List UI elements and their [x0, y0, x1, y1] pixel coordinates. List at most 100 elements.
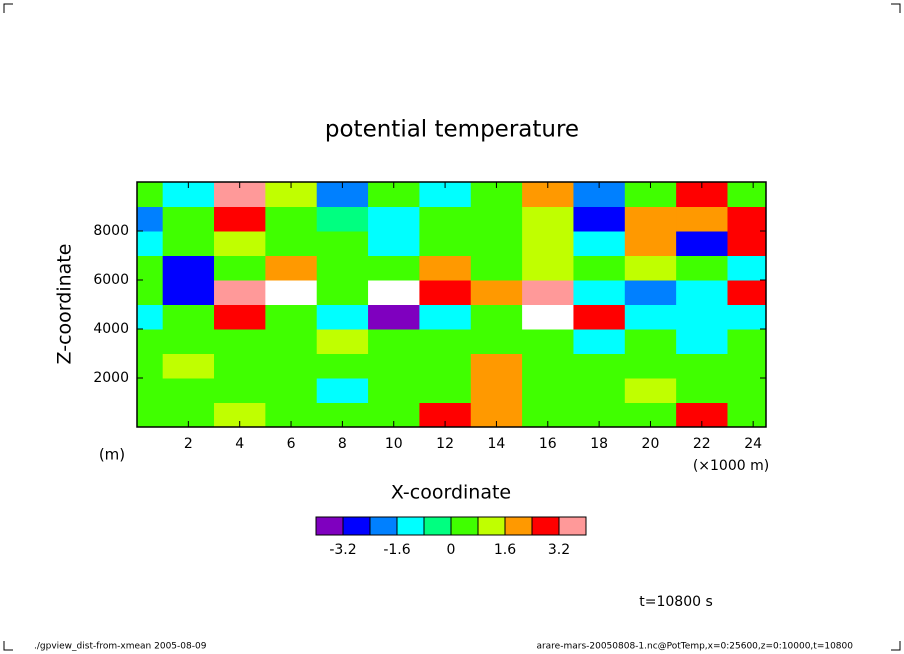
contour-cell	[624, 353, 677, 379]
field	[137, 182, 767, 428]
x-tick-label: 12	[436, 436, 454, 452]
contour-cell	[162, 280, 215, 305]
contour-cell	[214, 206, 266, 232]
x-tick-label: 6	[287, 436, 296, 452]
plot-frame	[136, 181, 767, 428]
contour-cell	[676, 280, 728, 305]
contour-cell	[419, 280, 472, 305]
contour-cell	[137, 255, 164, 281]
contour-cell	[137, 329, 164, 354]
contour-cell	[624, 329, 677, 354]
contour-cell	[316, 206, 369, 232]
contour-cell	[470, 206, 523, 232]
contour-cell	[162, 231, 215, 256]
contour-cell	[214, 255, 266, 281]
contour-cell	[522, 280, 574, 305]
contour-cell	[265, 280, 318, 305]
contour-cell	[265, 353, 318, 379]
contour-cell	[676, 255, 728, 281]
contour-cell	[573, 329, 626, 354]
contour-cell	[522, 378, 574, 403]
contour-cell	[573, 206, 626, 232]
contour-cell	[316, 329, 369, 354]
contour-cell	[368, 378, 420, 403]
contour-cell	[470, 304, 523, 330]
contour-cell	[573, 280, 626, 305]
y-axis-unit: (m)	[99, 446, 125, 464]
contour-cell	[573, 255, 626, 281]
contour-cell	[265, 304, 318, 330]
contour-cell	[522, 206, 574, 232]
contour-cell	[316, 255, 369, 281]
contour-cell	[214, 329, 266, 354]
contour-cell	[137, 280, 164, 305]
x-tick-label: 20	[642, 436, 660, 452]
x-tick-label: 14	[488, 436, 506, 452]
footer-left: ./gpview_dist-from-xmean 2005-08-09	[34, 642, 207, 652]
contour-cell	[419, 378, 472, 403]
colorbar-tick-label: 1.6	[494, 542, 516, 558]
contour-cell	[137, 206, 164, 232]
contour-cell	[419, 206, 472, 232]
contour-cell	[368, 329, 420, 354]
contour-cell	[265, 231, 318, 256]
colorbar-tick-label: 0	[447, 542, 456, 558]
contour-cell	[137, 182, 164, 207]
contour-cell	[265, 329, 318, 354]
contour-cell	[368, 304, 420, 330]
contour-cell	[419, 231, 472, 256]
x-axis-unit: (×1000 m)	[693, 458, 769, 474]
y-tick-label: 8000	[93, 223, 129, 239]
contour-cell	[624, 231, 677, 256]
colorbar-tick-label: 3.2	[548, 542, 570, 558]
contour-cell	[265, 206, 318, 232]
contour-cell	[522, 304, 574, 330]
chart-title: potential temperature	[325, 117, 579, 143]
contour-cell	[676, 304, 728, 330]
y-tick-label: 4000	[93, 321, 129, 337]
contour-cell	[265, 255, 318, 281]
contour-cell	[137, 353, 164, 379]
contour-cell	[162, 378, 215, 403]
contour-cell	[214, 231, 266, 256]
contour-cell	[137, 402, 164, 428]
contour-cell	[522, 255, 574, 281]
y-axis-title: Z-coordinate	[54, 244, 76, 365]
x-tick-label: 18	[590, 436, 608, 452]
contour-cell	[162, 304, 215, 330]
colorbar-box	[477, 516, 506, 536]
contour-cell	[419, 255, 472, 281]
contour-cell	[727, 280, 767, 305]
colorbar-box	[531, 516, 560, 536]
contour-cell	[368, 255, 420, 281]
contour-cell	[419, 353, 472, 379]
contour-cell	[316, 353, 369, 379]
colorbar-box	[423, 516, 452, 536]
contour-cell	[137, 231, 164, 256]
time-label: t=10800 s	[639, 594, 713, 610]
colorbar-box	[504, 516, 533, 536]
contour-cell	[162, 255, 215, 281]
x-tick-label: 4	[235, 436, 244, 452]
contour-cell	[368, 280, 420, 305]
colorbar-box	[558, 516, 587, 536]
contour-cell	[624, 280, 677, 305]
colorbar-box	[369, 516, 398, 536]
contour-cell	[162, 353, 215, 379]
contour-cell	[522, 353, 574, 379]
colorbar-tick-label: -1.6	[383, 542, 410, 558]
contour-cell	[727, 255, 767, 281]
x-tick-label: 22	[693, 436, 711, 452]
contour-cell	[727, 353, 767, 379]
contour-cell	[368, 206, 420, 232]
contour-cell	[727, 231, 767, 256]
contour-cell	[419, 304, 472, 330]
contour-cell	[316, 304, 369, 330]
contour-cell	[573, 231, 626, 256]
contour-cell	[265, 378, 318, 403]
y-tick-label: 2000	[93, 370, 129, 386]
contour-cell	[727, 402, 767, 428]
colorbar-box	[450, 516, 479, 536]
corner-marks	[3, 3, 901, 651]
